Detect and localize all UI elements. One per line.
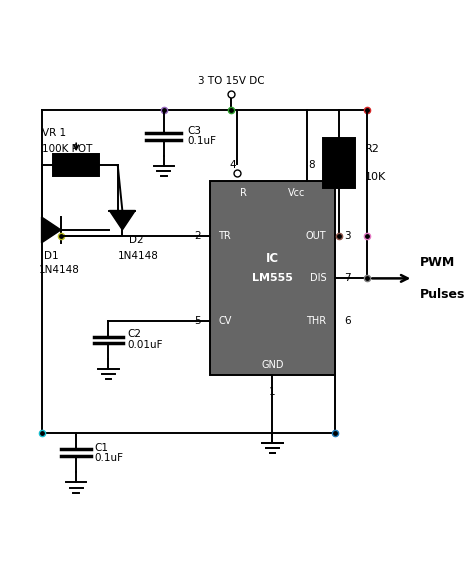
Bar	[53, 154, 99, 177]
Text: C3: C3	[187, 126, 201, 136]
Text: GND: GND	[261, 360, 283, 370]
Text: 4: 4	[229, 160, 236, 170]
Text: D2: D2	[129, 234, 144, 245]
Text: 1: 1	[269, 387, 276, 397]
Text: 5: 5	[194, 316, 201, 326]
Text: OUT: OUT	[306, 231, 327, 241]
Text: 7: 7	[344, 273, 351, 284]
Text: D1: D1	[44, 251, 58, 261]
Text: C2: C2	[127, 329, 141, 339]
Text: R: R	[240, 188, 246, 198]
Bar	[323, 138, 356, 188]
Text: Pulses: Pulses	[420, 288, 465, 301]
Text: VR 1: VR 1	[42, 127, 66, 138]
Text: DIS: DIS	[310, 273, 327, 284]
Text: 10K: 10K	[365, 172, 386, 182]
Text: TR: TR	[219, 231, 231, 241]
Text: 1N4148: 1N4148	[118, 251, 159, 261]
Text: 6: 6	[344, 316, 351, 326]
Text: 0.01uF: 0.01uF	[127, 340, 163, 350]
Text: IC: IC	[266, 252, 279, 265]
Text: LM555: LM555	[252, 273, 293, 284]
Text: THR: THR	[306, 316, 327, 326]
Text: 0.1uF: 0.1uF	[187, 136, 216, 146]
Text: 1N4148: 1N4148	[39, 264, 80, 275]
Text: 8: 8	[309, 160, 315, 170]
Text: 0.1uF: 0.1uF	[95, 453, 124, 464]
Polygon shape	[42, 217, 61, 243]
Bar	[210, 182, 335, 375]
Text: C1: C1	[95, 443, 109, 453]
Text: 2: 2	[194, 231, 201, 241]
Text: CV: CV	[219, 316, 232, 326]
Text: 100K POT: 100K POT	[42, 144, 92, 154]
Text: 3 TO 15V DC: 3 TO 15V DC	[198, 76, 264, 86]
Text: PWM: PWM	[420, 256, 456, 269]
Text: R2: R2	[365, 144, 380, 154]
Polygon shape	[109, 211, 135, 230]
Text: Vcc: Vcc	[288, 188, 305, 198]
Text: 3: 3	[344, 231, 351, 241]
